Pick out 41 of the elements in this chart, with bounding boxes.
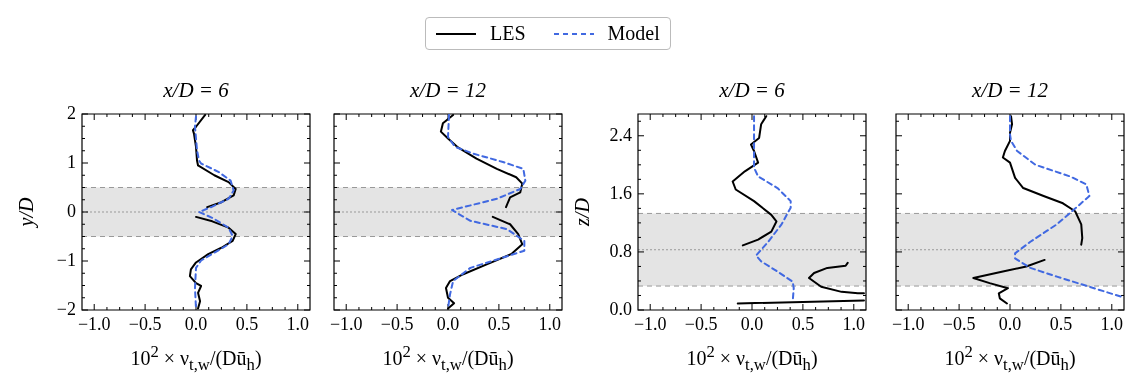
chart-title: x/D = 12 [970,78,1049,103]
x-tick-label: 1.0 [1100,313,1124,334]
chart-title: x/D = 6 [718,78,786,103]
legend-label: Model [607,22,660,45]
x-tick-label: 0.0 [740,313,764,334]
y-tick-label: 2 [67,102,76,123]
x-axis-title: 10$^{2}$ × ν$_{t,w}$/(Dū$_{h}$) [381,342,515,375]
x-tick-label: −0.5 [128,313,162,334]
x-tick-label: 1.0 [538,313,562,334]
chart-title: x/D = 12 [408,78,487,103]
x-tick-label: −1.0 [891,313,925,334]
y-tick-label: 1 [67,151,76,172]
y-tick-label: −1 [56,249,76,270]
y-tick-label: 0.0 [609,298,632,319]
x-tick-label: 0.0 [436,313,460,334]
x-tick-label: −1.0 [77,313,111,334]
chart-title: x/D = 6 [162,78,230,103]
x-axis-title: 10$^{2}$ × ν$_{t,w}$/(Dū$_{h}$) [129,342,263,375]
y-tick-label: 0 [67,200,76,221]
x-tick-label: 1.0 [286,313,310,334]
x-tick-label: −0.5 [942,313,976,334]
x-axis-title: 10$^{2}$ × ν$_{t,w}$/(Dū$_{h}$) [943,342,1077,375]
legend-label: LES [490,22,526,45]
y-tick-label: 0.8 [609,240,632,261]
x-tick-label: 0.0 [998,313,1022,334]
x-tick-label: 0.0 [184,313,208,334]
y-axis-title: y/D [15,196,39,230]
y-tick-label: 2.4 [609,124,632,145]
x-tick-label: 0.5 [487,313,511,334]
x-tick-label: −0.5 [380,313,414,334]
x-tick-label: −0.5 [684,313,718,334]
y-axis-title: z/D [571,197,594,229]
x-tick-label: 1.0 [842,313,866,334]
x-tick-label: 0.5 [791,313,815,334]
x-tick-label: −1.0 [329,313,363,334]
x-tick-label: 0.5 [1049,313,1073,334]
x-tick-label: 0.5 [235,313,259,334]
y-tick-label: 1.6 [609,182,632,203]
x-tick-label: −1.0 [633,313,667,334]
y-tick-label: −2 [56,298,76,319]
x-axis-title: 10$^{2}$ × ν$_{t,w}$/(Dū$_{h}$) [685,342,819,375]
